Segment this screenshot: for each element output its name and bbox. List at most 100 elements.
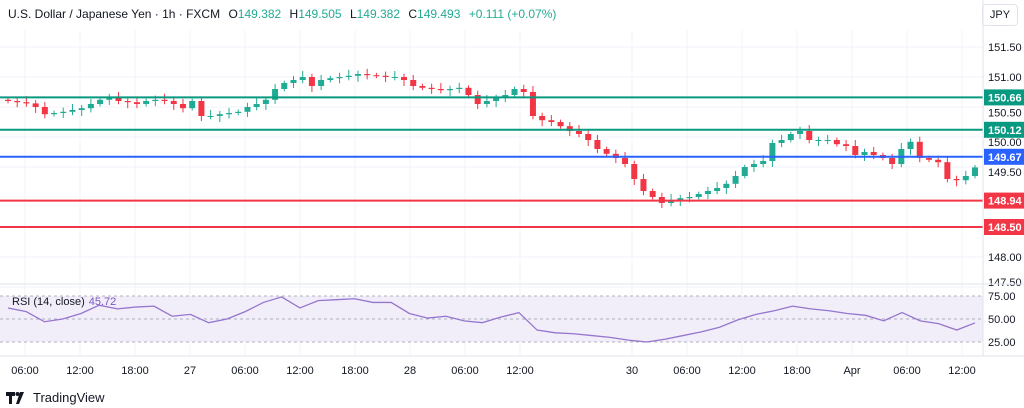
candle-down (124, 101, 131, 103)
time-tick-label: 06:00 (231, 365, 259, 377)
candle-up (686, 197, 693, 199)
time-tick-label: 06:00 (893, 365, 921, 377)
candle-up (244, 107, 251, 112)
candle-down (944, 162, 951, 179)
open-value: 149.382 (237, 7, 282, 21)
candle-up (51, 113, 58, 115)
rsi-legend: RSI (14, close) 45.72 (12, 296, 117, 308)
candle-down (889, 158, 896, 164)
rsi-last-value: 45.72 (88, 296, 117, 308)
candle-up (778, 140, 785, 143)
candle-down (935, 159, 942, 163)
candle-up (815, 140, 822, 141)
candle-up (732, 176, 739, 184)
support-level-badge (984, 192, 1024, 209)
candle-up (345, 75, 352, 77)
candle-up (78, 108, 85, 110)
resistance-level-label: 150.12 (988, 125, 1022, 137)
candle-down (953, 179, 960, 181)
time-tick-label: 12:00 (66, 365, 94, 377)
candle-down (870, 152, 877, 155)
rsi-tick-label: 50.00 (988, 314, 1016, 326)
candle-down (133, 102, 140, 104)
candle-down (382, 75, 389, 77)
tradingview-brand[interactable]: TradingView (6, 390, 105, 405)
time-tick-label: 18:00 (341, 365, 369, 377)
candle-up (483, 101, 490, 104)
resistance-level-badge (984, 121, 1024, 138)
candle-down (843, 144, 850, 146)
rsi-line (7, 296, 976, 343)
candle-up (447, 89, 454, 91)
candle-up (235, 111, 242, 113)
candle-up (962, 176, 969, 181)
pivot-level-badge (984, 148, 1024, 165)
candle-down (14, 101, 21, 103)
candle-up (760, 161, 767, 164)
candle-down (198, 101, 205, 116)
candle-down (115, 98, 122, 101)
time-tick-label: 27 (184, 365, 196, 377)
candle-up (262, 99, 269, 104)
pivot-level-label: 149.67 (988, 152, 1022, 164)
time-tick-label: 18:00 (783, 365, 811, 377)
time-tick-label: 12:00 (286, 365, 314, 377)
support-level-label: 148.94 (988, 196, 1023, 208)
candle-down (437, 89, 444, 91)
candle-down (465, 87, 472, 95)
candle-down (806, 131, 813, 140)
candle-up (189, 101, 196, 109)
candle-down (566, 126, 573, 131)
candle-down (916, 141, 923, 158)
candle-down (548, 120, 555, 122)
time-tick-label: 06:00 (451, 365, 479, 377)
candle-up (152, 99, 159, 101)
support-level-label: 148.50 (988, 222, 1022, 234)
candle-up (143, 101, 150, 104)
candle-up (336, 77, 343, 79)
candle-up (207, 116, 214, 117)
candle-up (769, 143, 776, 161)
candle-down (179, 104, 186, 109)
candle-up (226, 113, 233, 115)
candle-up (456, 87, 463, 89)
candle-up (391, 77, 398, 78)
time-tick-label: 28 (404, 365, 416, 377)
time-tick-label: 12:00 (948, 365, 976, 377)
candle-down (594, 140, 601, 149)
candle-down (852, 146, 859, 155)
candle-up (972, 167, 978, 176)
candle-up (253, 104, 260, 107)
symbol-legend: U.S. Dollar / Japanese Yen · 1h · FXCM O… (8, 7, 557, 21)
candle-down (557, 122, 564, 127)
time-tick-label: 30 (626, 365, 638, 377)
time-tick-label: Apr (843, 365, 860, 377)
candle-down (833, 140, 840, 145)
candle-up (318, 80, 325, 86)
candle-down (603, 149, 610, 154)
candle-up (824, 140, 831, 141)
tradingview-logo-icon (6, 391, 24, 404)
candle-up (106, 98, 113, 100)
resistance-level-label: 150.66 (988, 92, 1022, 104)
price-tick-label: 151.00 (988, 72, 1022, 84)
time-tick-label: 06:00 (11, 365, 39, 377)
candle-down (585, 134, 592, 140)
candle-up (69, 110, 76, 112)
candle-down (23, 102, 30, 104)
price-tick-label: 151.50 (988, 42, 1022, 54)
price-tick-label: 150.50 (988, 107, 1022, 119)
candle-down (631, 164, 638, 179)
candle-up (511, 89, 518, 95)
rsi-tick-label: 75.00 (988, 291, 1016, 303)
candle-up (299, 77, 306, 80)
candle-up (861, 152, 868, 155)
symbol-title: U.S. Dollar / Japanese Yen · 1h · FXCM (8, 7, 221, 21)
candle-up (741, 167, 748, 176)
candle-up (787, 134, 794, 140)
candle-down (925, 158, 932, 160)
time-tick-label: 12:00 (506, 365, 534, 377)
candle-down (308, 77, 315, 86)
candle-down (364, 74, 371, 76)
